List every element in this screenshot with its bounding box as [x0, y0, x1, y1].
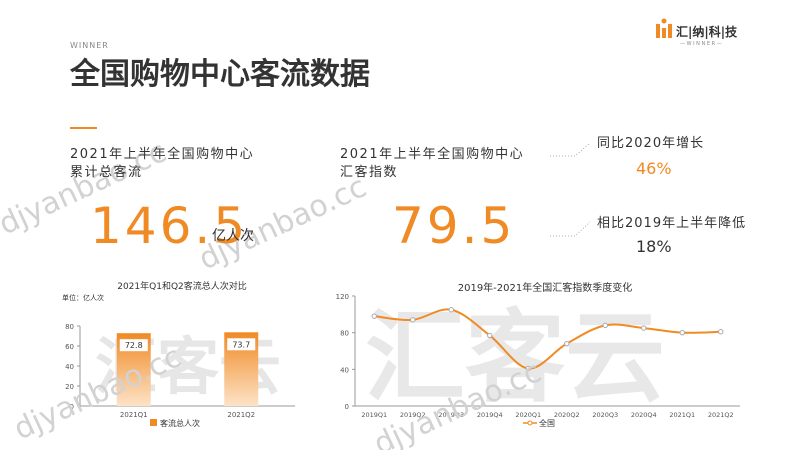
x-tick-label: 2019Q4 — [477, 411, 503, 419]
legend-swatch — [527, 420, 533, 426]
marker — [641, 325, 647, 331]
value-label: 72.8 — [125, 341, 143, 350]
stat-label: 2021年上半年全国购物中心 — [70, 146, 254, 162]
y-tick-label: 80 — [340, 330, 349, 338]
marker — [564, 340, 570, 347]
marker — [525, 365, 531, 372]
x-tick-label: 2021Q2 — [227, 411, 255, 419]
y-tick-label: 0 — [70, 403, 74, 411]
connector — [550, 142, 591, 157]
comparison-label: 同比2020年增长 — [597, 136, 704, 151]
y-tick-label: 60 — [65, 343, 74, 351]
comparison-value: 46% — [636, 159, 672, 178]
stat-value: 146.5 — [90, 197, 248, 255]
logo-icon — [656, 18, 672, 38]
connector — [550, 221, 591, 237]
y-tick-label: 40 — [65, 363, 74, 371]
logo-name: 汇|纳|科|技 — [676, 24, 738, 39]
unit-label: 单位：亿人次 — [62, 293, 104, 302]
marker — [718, 329, 724, 335]
stat-label: 2021年上半年全国购物中心 — [340, 146, 524, 162]
x-tick-label: 2019Q1 — [361, 411, 387, 419]
y-tick-label: 80 — [65, 323, 74, 331]
legend-label: 全国 — [539, 418, 555, 428]
comparison-label: 相比2019年上半年降低 — [597, 216, 746, 231]
line — [374, 308, 721, 370]
chart-title: 2019年-2021年全国汇客指数季度变化 — [458, 281, 633, 294]
x-tick-label: 2020Q4 — [631, 411, 657, 419]
stat-unit: 亿人次 — [212, 228, 254, 244]
y-tick-label: 0 — [345, 403, 349, 411]
x-tick-label: 2020Q2 — [554, 411, 580, 419]
x-tick-label: 2021Q2 — [708, 411, 734, 419]
stat-value: 79.5 — [392, 197, 515, 255]
x-tick-label: 2019Q2 — [400, 411, 426, 419]
y-tick-label: 20 — [65, 383, 74, 391]
x-tick-label: 2019Q3 — [438, 411, 464, 419]
legend-swatch — [150, 419, 157, 426]
marker — [679, 329, 685, 336]
x-tick-label: 2020Q1 — [515, 411, 541, 419]
kicker: WINNER — [70, 41, 109, 50]
marker — [410, 317, 416, 323]
value-label: 73.7 — [232, 340, 250, 349]
y-tick-label: 120 — [336, 293, 349, 301]
x-tick-label: 2020Q3 — [592, 411, 618, 419]
chart-title: 2021年Q1和Q2客流总人次对比 — [117, 280, 247, 292]
comparison-value: 18% — [636, 237, 672, 256]
x-tick-label: 2021Q1 — [669, 411, 695, 419]
stat-label: 汇客指数 — [340, 164, 398, 180]
value-label-box — [119, 339, 148, 352]
marker — [371, 313, 377, 319]
marker — [602, 322, 608, 329]
page-title: 全国购物中心客流数据 — [69, 57, 370, 92]
logo-tag: — W I N N E R — — [680, 41, 722, 47]
value-label-box — [227, 338, 256, 351]
x-tick-label: 2021Q1 — [120, 411, 148, 419]
stat-label: 累计总客流 — [70, 164, 143, 180]
marker — [448, 307, 454, 313]
marker — [487, 332, 493, 339]
legend-label: 客流总人次 — [160, 418, 200, 428]
y-tick-label: 40 — [340, 366, 349, 374]
